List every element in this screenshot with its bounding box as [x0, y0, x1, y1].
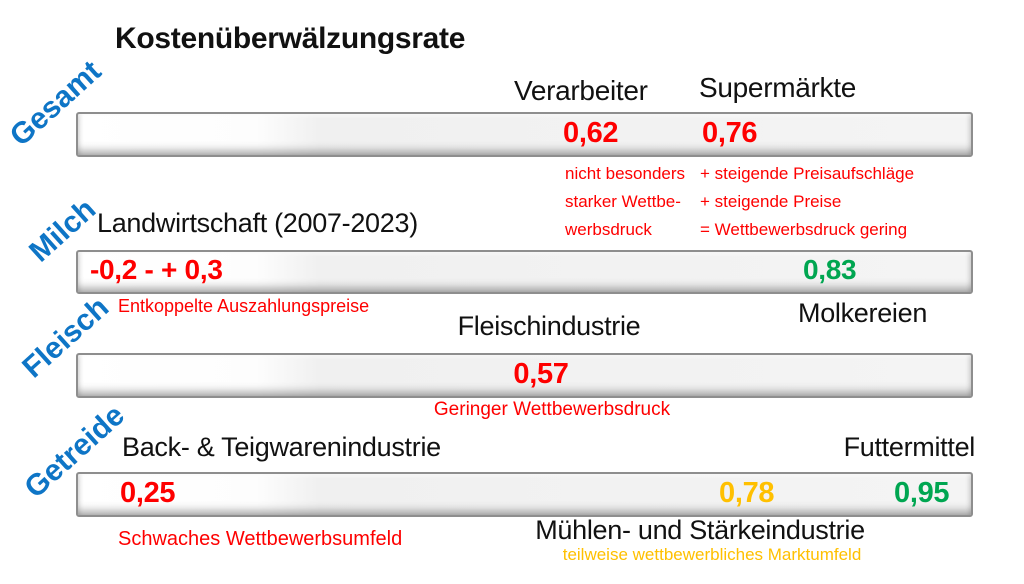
- bar-gesamt: [76, 112, 973, 157]
- header-molkereien: Molkereien: [798, 298, 928, 328]
- note-verarbeiter: nicht besonders starker Wettbe- werbsdru…: [565, 160, 685, 244]
- value-supermaerkte: 0,76: [702, 117, 758, 149]
- page-title: Kostenüberwälzungsrate: [115, 22, 466, 55]
- note-back-teigwaren: Schwaches Wettbewerbsumfeld: [118, 528, 403, 550]
- value-futtermittel: 0,95: [894, 477, 950, 509]
- value-verarbeiter: 0,62: [563, 117, 619, 149]
- value-back-teigwaren: 0,25: [120, 477, 176, 509]
- header-verarbeiter: Verarbeiter: [514, 75, 648, 106]
- note-verarbeiter-line-3: werbsdruck: [565, 220, 652, 239]
- header-fleischindustrie: Fleischindustrie: [457, 311, 641, 341]
- header-muehlen-staerke: Mühlen- und Stärkeindustrie: [535, 515, 865, 545]
- note-verarbeiter-line-1: nicht besonders: [565, 164, 686, 183]
- note-supermaerkte-line-3: = Wettbewerbsdruck gering: [700, 220, 908, 239]
- header-supermaerkte: Supermärkte: [699, 72, 856, 103]
- value-fleischindustrie: 0,57: [513, 358, 569, 390]
- header-futtermittel: Futtermittel: [843, 432, 976, 462]
- note-supermaerkte: + steigende Preisaufschläge + steigende …: [700, 160, 914, 244]
- note-muehlen-staerke: teilweise wettbewerbliches Marktumfeld: [562, 545, 862, 564]
- bar-getreide: [76, 472, 973, 517]
- bar-fleisch: [76, 353, 973, 398]
- value-muehlen-staerke: 0,78: [719, 477, 775, 509]
- note-fleischindustrie: Geringer Wettbewerbsdruck: [433, 399, 671, 420]
- note-landwirtschaft: Entkoppelte Auszahlungspreise: [118, 296, 370, 316]
- value-molkereien: 0,83: [803, 254, 857, 285]
- value-landwirtschaft: -0,2 - + 0,3: [90, 254, 223, 285]
- note-supermaerkte-line-2: + steigende Preise: [700, 192, 842, 211]
- note-supermaerkte-line-1: + steigende Preisaufschläge: [700, 164, 915, 183]
- bar-milch: [76, 250, 973, 294]
- header-back-teigwaren: Back- & Teigwarenindustrie: [122, 432, 441, 462]
- header-landwirtschaft: Landwirtschaft (2007-2023): [97, 208, 418, 238]
- note-verarbeiter-line-2: starker Wettbe-: [565, 192, 681, 211]
